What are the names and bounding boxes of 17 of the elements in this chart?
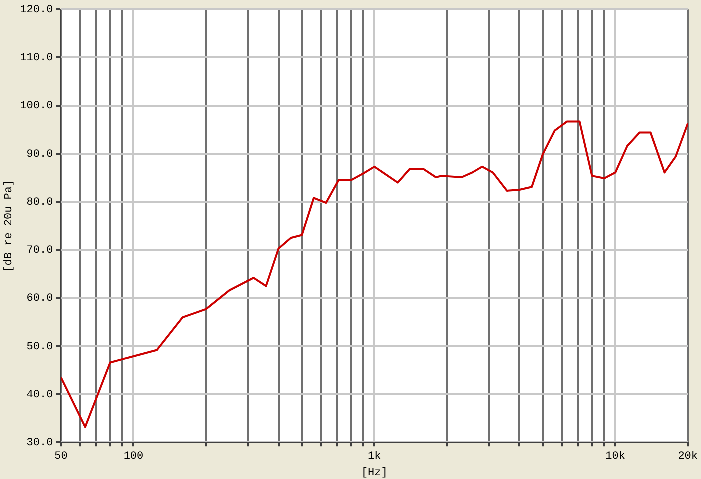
y-tick-label: 50.0 — [26, 341, 54, 354]
x-tick-label: 100 — [124, 451, 144, 464]
y-tick-label: 100.0 — [20, 100, 54, 113]
y-axis-title: [dB re 20u Pa] — [4, 180, 16, 272]
y-tick-label: 40.0 — [26, 389, 54, 402]
y-tick-label: 30.0 — [26, 438, 54, 450]
y-tick-label: 120.0 — [20, 4, 54, 17]
x-tick-label: 1k — [368, 451, 382, 464]
y-tick-label: 110.0 — [20, 52, 54, 65]
x-axis-title: [Hz] — [361, 467, 388, 479]
y-tick-label: 80.0 — [26, 196, 54, 209]
x-tick-label: 50 — [54, 451, 68, 464]
y-tick-label: 70.0 — [26, 245, 54, 258]
y-tick-label: 60.0 — [26, 293, 54, 306]
x-tick-label: 20k — [678, 451, 698, 464]
y-tick-label: 90.0 — [26, 148, 54, 161]
x-tick-label: 10k — [606, 451, 626, 464]
